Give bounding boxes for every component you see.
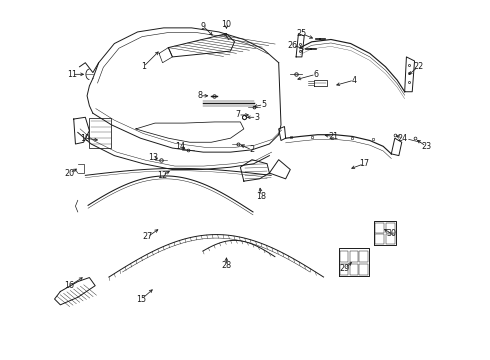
Bar <box>340 264 348 275</box>
Text: 14: 14 <box>175 142 185 151</box>
Text: 17: 17 <box>359 159 369 168</box>
Text: 12: 12 <box>157 171 168 180</box>
Bar <box>340 251 348 262</box>
Text: 11: 11 <box>67 70 77 79</box>
Text: 29: 29 <box>340 264 350 273</box>
Text: 13: 13 <box>148 153 158 162</box>
Text: 7: 7 <box>236 111 241 120</box>
Text: 28: 28 <box>221 261 231 270</box>
Text: 20: 20 <box>65 168 74 177</box>
Text: 18: 18 <box>256 192 266 201</box>
Bar <box>359 251 368 262</box>
Text: 27: 27 <box>142 233 152 242</box>
Bar <box>350 251 358 262</box>
Text: 8: 8 <box>197 91 202 100</box>
Text: 22: 22 <box>413 62 423 71</box>
Text: 21: 21 <box>328 132 338 141</box>
Text: 3: 3 <box>254 113 259 122</box>
Text: 9: 9 <box>200 22 206 31</box>
Text: 5: 5 <box>261 100 266 109</box>
Bar <box>89 118 111 148</box>
Text: 2: 2 <box>249 145 254 154</box>
Text: 26: 26 <box>288 41 298 50</box>
Bar <box>375 223 384 233</box>
Text: 30: 30 <box>386 229 396 238</box>
Text: 1: 1 <box>141 62 146 71</box>
Bar <box>375 234 384 244</box>
Text: 19: 19 <box>80 134 90 143</box>
Text: 16: 16 <box>65 281 74 290</box>
Text: 4: 4 <box>352 76 357 85</box>
Bar <box>386 234 395 244</box>
Text: 10: 10 <box>221 20 231 29</box>
Bar <box>386 223 395 233</box>
Bar <box>350 264 358 275</box>
Text: 6: 6 <box>313 70 318 79</box>
Bar <box>359 264 368 275</box>
Text: 25: 25 <box>297 29 307 38</box>
Text: 24: 24 <box>398 134 408 143</box>
Text: 23: 23 <box>421 142 431 151</box>
Text: 15: 15 <box>137 294 147 303</box>
